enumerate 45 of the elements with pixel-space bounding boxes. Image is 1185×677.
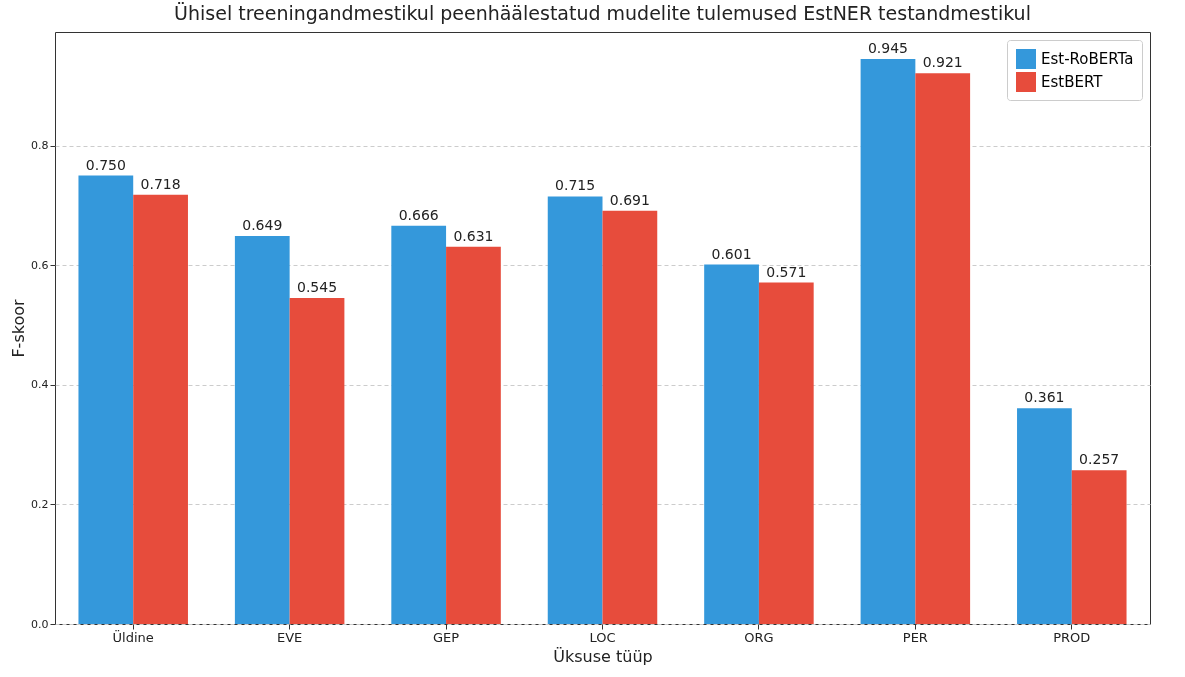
x-tick-label: EVE — [276, 629, 303, 645]
data-label: 0.601 — [711, 245, 752, 262]
data-label: 0.545 — [296, 279, 338, 296]
bar — [289, 298, 345, 624]
data-label: 0.750 — [85, 156, 126, 173]
bar — [446, 246, 501, 624]
legend-label: Est-RoBERTa — [1041, 50, 1134, 68]
data-label: 0.257 — [1079, 451, 1120, 468]
bar — [704, 264, 759, 624]
x-tick-label: ORG — [744, 629, 774, 645]
data-label: 0.571 — [766, 263, 807, 280]
x-axis-title: Üksuse tüüp — [553, 646, 653, 666]
x-tick-label: PER — [902, 629, 928, 645]
bar — [78, 175, 134, 624]
bar — [234, 235, 290, 624]
chart-title: Ühisel treeningandmestikul peenhäälestatud mudelite tulemused EstNER testandmestikul — [174, 2, 1031, 24]
data-label: 0.945 — [867, 39, 909, 56]
y-tick-label: 0.0 — [31, 617, 49, 631]
y-tick-label: 0.4 — [31, 378, 49, 392]
bar — [1071, 470, 1127, 624]
y-tick-label: 0.6 — [31, 258, 49, 272]
bar — [915, 73, 971, 624]
data-label: 0.649 — [242, 216, 283, 233]
y-axis-title: F-skoor — [9, 299, 29, 358]
data-label: 0.715 — [555, 177, 596, 194]
bar — [133, 194, 188, 624]
bar — [602, 210, 658, 624]
data-label: 0.361 — [1024, 389, 1065, 406]
bar — [547, 196, 603, 624]
x-tick-label: GEP — [433, 629, 460, 645]
x-tick-label: LOC — [589, 629, 616, 645]
data-label: 0.691 — [609, 191, 650, 208]
bar — [758, 282, 814, 624]
bar — [391, 225, 447, 624]
x-tick-label: Üldine — [112, 628, 154, 645]
legend-label: EstBERT — [1041, 73, 1104, 91]
data-label: 0.631 — [453, 227, 494, 244]
y-tick-label: 0.8 — [31, 139, 49, 153]
data-label: 0.718 — [140, 175, 181, 192]
x-tick-label: PROD — [1053, 629, 1091, 645]
bar — [1017, 408, 1072, 624]
bar — [860, 58, 916, 624]
y-tick-label: 0.2 — [31, 497, 49, 511]
data-label: 0.921 — [922, 54, 963, 71]
data-label: 0.666 — [398, 206, 439, 223]
